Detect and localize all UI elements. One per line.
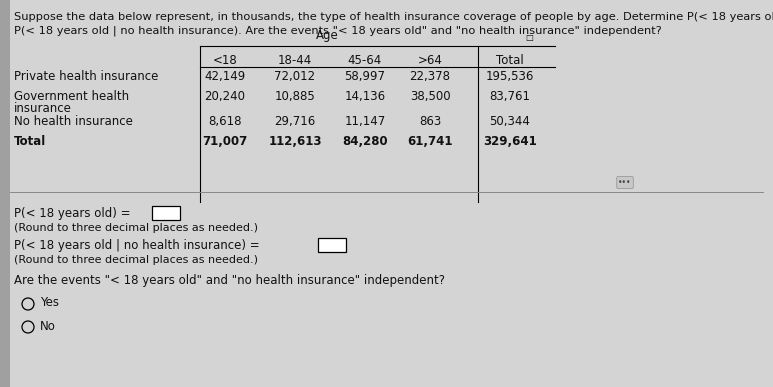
Text: No health insurance: No health insurance (14, 115, 133, 128)
Text: Yes: Yes (40, 296, 59, 310)
Text: P(< 18 years old) =: P(< 18 years old) = (14, 207, 131, 220)
Text: 20,240: 20,240 (205, 90, 246, 103)
Text: insurance: insurance (14, 102, 72, 115)
Text: 14,136: 14,136 (345, 90, 386, 103)
Text: Are the events "< 18 years old" and "no health insurance" independent?: Are the events "< 18 years old" and "no … (14, 274, 445, 287)
Text: Government health: Government health (14, 90, 129, 103)
Bar (0, 0, 10, 387)
Text: Suppose the data below represent, in thousands, the type of health insurance cov: Suppose the data below represent, in tho… (14, 12, 773, 22)
Text: 83,761: 83,761 (489, 90, 530, 103)
Text: 38,500: 38,500 (410, 90, 451, 103)
Text: P(< 18 years old | no health insurance). Are the events "< 18 years old" and "no: P(< 18 years old | no health insurance).… (14, 26, 662, 36)
Text: □: □ (525, 33, 533, 42)
Text: 71,007: 71,007 (203, 135, 247, 148)
Text: 8,618: 8,618 (208, 115, 242, 128)
Text: 84,280: 84,280 (342, 135, 388, 148)
Text: 22,378: 22,378 (410, 70, 451, 83)
Text: 18-44: 18-44 (278, 54, 312, 67)
Text: 42,149: 42,149 (204, 70, 246, 83)
Text: P(< 18 years old | no health insurance) =: P(< 18 years old | no health insurance) … (14, 239, 260, 252)
Text: 329,641: 329,641 (483, 135, 537, 148)
Text: 50,344: 50,344 (489, 115, 530, 128)
Text: No: No (40, 320, 56, 332)
Text: 863: 863 (419, 115, 441, 128)
Text: (Round to three decimal places as needed.): (Round to three decimal places as needed… (14, 223, 258, 233)
Text: Total: Total (14, 135, 46, 148)
Text: 112,613: 112,613 (268, 135, 322, 148)
Text: <18: <18 (213, 54, 237, 67)
Text: 45-64: 45-64 (348, 54, 382, 67)
Text: 61,741: 61,741 (407, 135, 453, 148)
Text: 72,012: 72,012 (274, 70, 315, 83)
Text: >64: >64 (417, 54, 442, 67)
Text: 195,536: 195,536 (485, 70, 534, 83)
Text: Total: Total (496, 54, 524, 67)
Text: 10,885: 10,885 (274, 90, 315, 103)
Text: 29,716: 29,716 (274, 115, 315, 128)
Text: 58,997: 58,997 (345, 70, 386, 83)
Bar (152, 206, 180, 220)
Text: •••: ••• (618, 178, 632, 187)
Text: Private health insurance: Private health insurance (14, 70, 158, 83)
Text: 11,147: 11,147 (345, 115, 386, 128)
Bar (318, 238, 346, 252)
Text: (Round to three decimal places as needed.): (Round to three decimal places as needed… (14, 255, 258, 265)
Text: Age: Age (316, 29, 339, 42)
